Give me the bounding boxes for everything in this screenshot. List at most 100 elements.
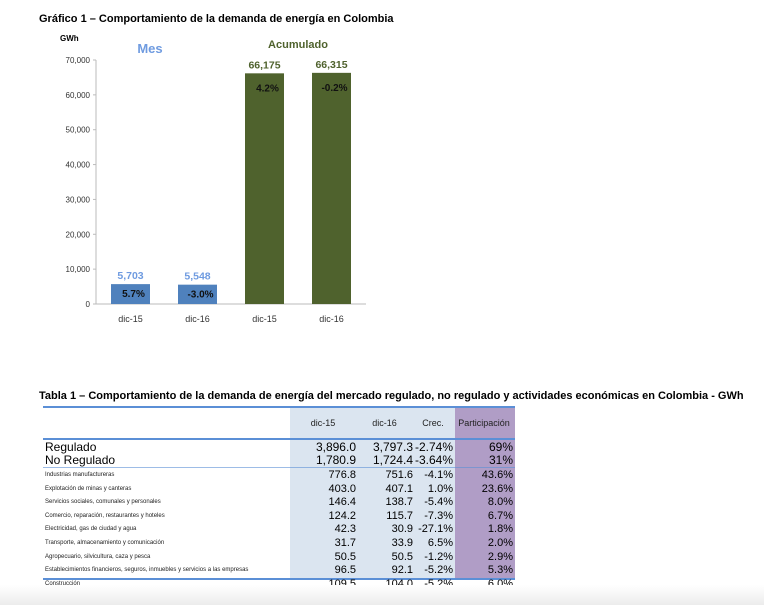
cell-dic-16: 50.5 xyxy=(391,550,413,563)
header-dic-15: dic-15 xyxy=(310,418,336,428)
table-top-border xyxy=(43,406,515,408)
cell-dic-16: 92.1 xyxy=(391,564,413,577)
y-tick-label: 70,000 xyxy=(66,56,91,65)
header-participacion: Participación xyxy=(458,418,510,428)
table-row: Agropecuario, silvicultura, caza y pesca… xyxy=(43,551,515,564)
cell-participacion: 69% xyxy=(488,440,513,454)
cell-dic-15: 403.0 xyxy=(328,482,356,495)
row-label: Construcción xyxy=(45,580,81,587)
y-tick-label: 50,000 xyxy=(66,126,91,135)
cell-crec: -2.74% xyxy=(414,440,453,454)
bar xyxy=(111,284,150,304)
y-tick-label: 30,000 xyxy=(66,195,91,204)
table-row: Electricidad, gas de ciudad y agua 42.3 30… xyxy=(43,523,515,536)
table-row: Servicios sociales, comunales y personal… xyxy=(43,496,515,509)
table-row: Establecimientos financieros, seguros, i… xyxy=(43,564,515,577)
cell-dic-16: 407.1 xyxy=(385,482,413,495)
cell-crec: -7.3% xyxy=(424,509,453,522)
bar-growth-label: 5.7% xyxy=(122,289,145,300)
cell-dic-16: 3,797.3 xyxy=(372,440,413,454)
table-row: No Regulado 1,780.9 1,724.4 -3.64% 31% xyxy=(43,454,515,467)
row-label: Industrias manufactureras xyxy=(45,472,115,478)
value-columns-shading xyxy=(290,406,455,580)
row-label: No Regulado xyxy=(45,453,116,467)
cell-participacion: 31% xyxy=(488,453,513,467)
cell-dic-15: 96.5 xyxy=(334,564,356,577)
cell-dic-16: 115.7 xyxy=(386,509,413,522)
group-label-mes: Mes xyxy=(137,41,162,56)
y-axis-label: GWh xyxy=(60,34,79,43)
participation-column-shading xyxy=(455,406,515,580)
cell-dic-15: 146.4 xyxy=(328,496,356,509)
bar-value-label: 66,175 xyxy=(248,59,280,71)
header-crec: Crec. xyxy=(422,418,444,428)
row-label: Agropecuario, silvicultura, caza y pesca xyxy=(45,553,151,560)
y-tick-label: 40,000 xyxy=(66,161,91,170)
row-label: Transporte, almacenamiento y comunicació… xyxy=(45,540,165,546)
bar xyxy=(178,284,217,304)
header-dic-16: dic-16 xyxy=(372,418,397,428)
cell-dic-15: 124.2 xyxy=(328,509,356,522)
cell-crec: -5.4% xyxy=(424,496,453,509)
cell-dic-15: 31.7 xyxy=(334,537,356,549)
bar-growth-label: -3.0% xyxy=(187,290,213,301)
table-row: Regulado 3,896.0 3,797.3 -2.74% 69% xyxy=(43,441,515,454)
x-tick-label: dic-16 xyxy=(319,314,344,324)
cell-participacion: 6.7% xyxy=(487,509,513,522)
cell-crec: -3.64% xyxy=(414,453,453,467)
group-label-acumulado: Acumulado xyxy=(268,39,328,51)
cell-participacion: 1.8% xyxy=(487,523,513,536)
cell-crec: -5.2% xyxy=(424,564,453,577)
row-label: Comercio, reparación, restaurantes y hot… xyxy=(45,512,165,519)
cell-dic-16: 138.7 xyxy=(385,496,413,509)
x-tick-label: dic-16 xyxy=(185,314,210,324)
cell-participacion: 23.6% xyxy=(481,482,513,495)
cell-participacion: 43.6% xyxy=(481,469,513,481)
cell-participacion: 8.0% xyxy=(487,496,513,509)
bar xyxy=(245,73,284,304)
x-tick-label: dic-15 xyxy=(118,314,143,324)
row-label: Explotación de minas y canteras xyxy=(45,485,132,492)
table-row: Explotación de minas y canteras 403.0 407.… xyxy=(43,483,515,496)
cell-crec: -1.2% xyxy=(424,550,453,563)
cell-dic-16: 1,724.4 xyxy=(372,453,413,467)
cell-dic-15: 50.5 xyxy=(334,550,356,563)
cell-participacion: 5.3% xyxy=(487,564,513,577)
cell-dic-15: 1,780.9 xyxy=(315,453,356,467)
cell-participacion: 2.9% xyxy=(487,550,513,563)
bar-chart: GWh 0 10,000 20,000 30,000 40,000 50,000 60,000… xyxy=(60,34,366,324)
page-bottom-fade xyxy=(0,585,764,605)
cell-dic-15: 776.8 xyxy=(328,469,356,481)
table-title: Tabla 1 – Comportamiento de la demanda d… xyxy=(39,390,744,402)
y-tick-label: 20,000 xyxy=(66,230,91,239)
x-tick-label: dic-15 xyxy=(252,314,277,324)
cell-crec: 1.0% xyxy=(427,482,453,495)
row-label: Electricidad, gas de ciudad y agua xyxy=(45,526,137,533)
header-border xyxy=(43,438,515,440)
cell-crec: -4.1% xyxy=(424,469,453,481)
y-tick-label: 60,000 xyxy=(66,91,91,100)
row-label: Establecimientos financieros, seguros, i… xyxy=(45,567,249,574)
y-tick-label: 0 xyxy=(86,300,91,309)
table-row: Transporte, almacenamiento y comunicació… xyxy=(43,537,515,550)
bar-value-label: 5,548 xyxy=(184,271,210,283)
bar-growth-label: -0.2% xyxy=(321,83,347,94)
table-row: Comercio, reparación, restaurantes y hot… xyxy=(43,510,515,523)
cell-crec: -27.1% xyxy=(418,523,453,536)
row-label: Regulado xyxy=(45,440,97,454)
table-row: Industrias manufactureras 776.8 751.6 -4.1%… xyxy=(43,469,515,482)
section-border xyxy=(43,467,515,468)
cell-dic-16: 33.9 xyxy=(391,537,413,549)
table-bottom-border xyxy=(43,578,515,580)
cell-dic-15: 42.3 xyxy=(334,523,356,536)
cell-dic-15: 3,896.0 xyxy=(315,440,356,454)
row-label: Servicios sociales, comunales y personal… xyxy=(45,499,161,506)
cell-dic-16: 751.6 xyxy=(385,469,413,481)
bar-value-label: 5,703 xyxy=(117,270,143,282)
cell-participacion: 2.0% xyxy=(487,537,513,549)
y-tick-label: 10,000 xyxy=(66,265,91,274)
cell-dic-16: 30.9 xyxy=(391,523,413,536)
chart-title: Gráfico 1 – Comportamiento de la demanda… xyxy=(39,13,394,25)
bar-growth-label: 4.2% xyxy=(256,83,279,94)
cell-crec: 6.5% xyxy=(427,537,453,549)
